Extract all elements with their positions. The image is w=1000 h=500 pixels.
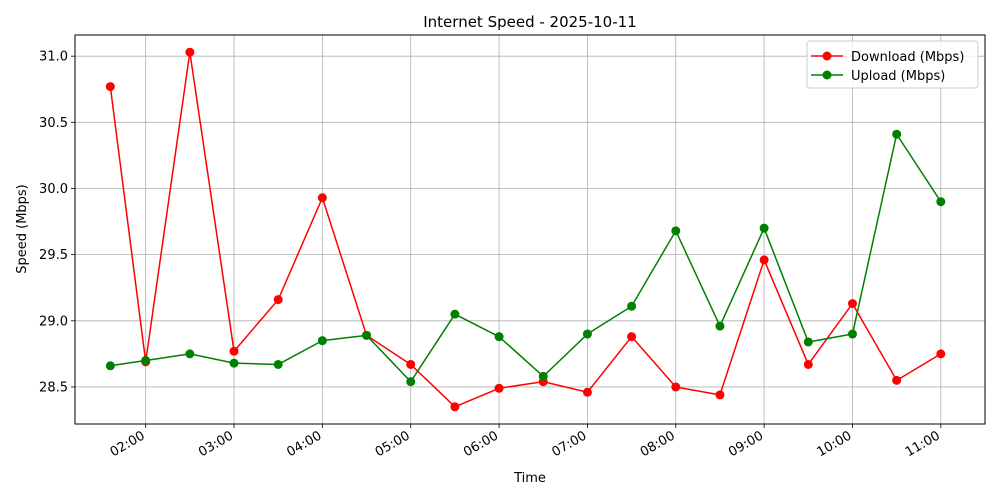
legend-entry-download: Download (Mbps) [811,50,964,65]
data-point [803,359,813,369]
x-tick-label: 02:00 [108,428,148,460]
series-1 [105,129,946,387]
y-axis-label: Speed (Mbps) [15,184,30,274]
data-point [141,355,151,365]
data-point [273,295,283,305]
data-point [759,223,769,233]
data-point [317,336,327,346]
data-point [185,47,195,57]
data-point [273,359,283,369]
data-point [582,387,592,397]
legend-marker-upload [822,70,832,80]
data-point [406,359,416,369]
data-point [715,321,725,331]
data-point [715,390,725,400]
data-point [406,377,416,387]
legend: Download (Mbps) Upload (Mbps) [806,40,979,89]
grid [75,35,985,424]
data-point [494,332,504,342]
data-point [494,383,504,393]
plot-frame [74,34,986,425]
x-tick-label: 08:00 [638,428,678,460]
data-point [105,82,115,92]
x-axis: 02:00 03:00 04:00 05:00 06:00 07:00 08:00 09:00… [108,424,943,460]
x-tick-label: 10:00 [815,428,855,460]
x-tick-label: 05:00 [373,428,413,460]
y-tick-label: 29.5 [39,248,68,263]
data-point [229,346,239,356]
data-point [362,330,372,340]
y-tick-label: 29.0 [39,314,68,329]
data-point [582,329,592,339]
legend-label-download: Download (Mbps) [851,50,964,65]
data-point [671,226,681,236]
x-tick-label: 06:00 [461,428,501,460]
data-point [671,382,681,392]
data-point [105,361,115,371]
y-axis: 28.5 29.0 29.5 30.0 30.5 31.0 [39,50,75,395]
y-tick-label: 31.0 [39,50,68,65]
data-point [317,193,327,203]
data-point [847,299,857,309]
x-tick-label: 07:00 [549,428,589,460]
data-point [936,349,946,359]
y-tick-label: 30.5 [39,116,68,131]
data-point [229,358,239,368]
x-tick-label: 11:00 [903,428,943,460]
legend-marker-download [822,51,832,61]
x-tick-label: 03:00 [196,428,236,460]
y-tick-label: 30.0 [39,182,68,197]
y-tick-label: 28.5 [39,380,68,395]
series [105,47,946,412]
data-point [892,375,902,385]
series-0 [105,47,946,412]
x-tick-label: 09:00 [726,428,766,460]
data-point [538,371,548,381]
legend-entry-upload: Upload (Mbps) [811,69,945,84]
data-point [892,129,902,139]
x-tick-label: 04:00 [284,428,324,460]
series-line [110,133,942,383]
data-point [803,337,813,347]
chart-title: Internet Speed - 2025-10-11 [423,13,636,31]
data-point [847,329,857,339]
x-axis-label: Time [513,471,546,486]
data-point [936,197,946,207]
plot-background [75,35,985,424]
data-point [185,349,195,359]
legend-label-upload: Upload (Mbps) [851,69,945,84]
data-point [759,255,769,265]
series-line [109,51,942,408]
legend-frame [806,40,979,89]
data-point [627,301,637,311]
data-point [627,332,637,342]
data-point [450,309,460,319]
data-point [450,402,460,412]
